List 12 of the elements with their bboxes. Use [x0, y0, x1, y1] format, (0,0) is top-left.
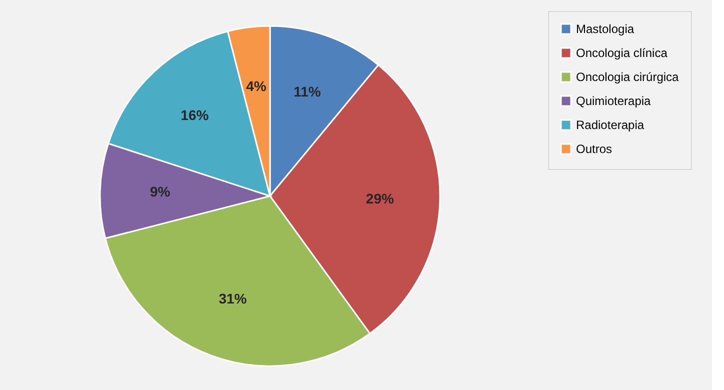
data-label: 9% [150, 184, 171, 200]
legend-label: Mastologia [576, 22, 634, 36]
data-label: 16% [180, 106, 210, 123]
data-label: 31% [218, 290, 248, 306]
data-label: 11% [294, 84, 322, 100]
legend-label: Radioterapia [576, 118, 644, 132]
data-label: 4% [246, 78, 267, 94]
legend-label: Oncologia cirúrgica [576, 70, 680, 84]
legend-label: Outros [576, 142, 612, 156]
data-label: 29% [366, 190, 394, 206]
legend-label: Quimioterapia [576, 94, 652, 108]
legend-label: Oncologia clínica [576, 46, 668, 60]
